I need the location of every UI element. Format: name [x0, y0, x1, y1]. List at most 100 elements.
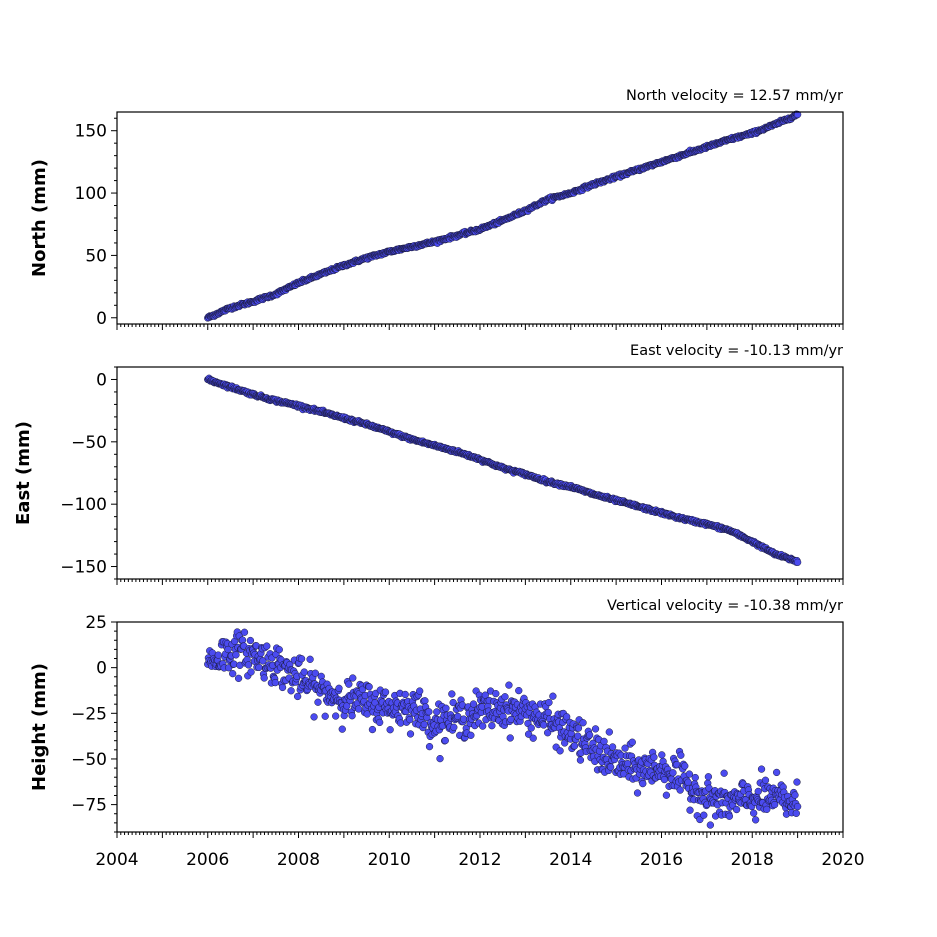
height-data-point: [278, 683, 287, 692]
height-data-point: [545, 698, 553, 707]
height-data-point: [240, 628, 249, 636]
x-tick-label: 2004: [95, 850, 138, 870]
height-data-point: [621, 744, 629, 752]
x-tick-label: 2008: [277, 850, 320, 870]
height-data-point: [579, 719, 587, 727]
height-data-point: [639, 779, 647, 788]
height-data-point: [260, 674, 268, 682]
north-panel-title: North velocity = 12.57 mm/yr: [626, 88, 843, 104]
height-data-point: [343, 702, 351, 710]
height-data-point: [287, 687, 295, 695]
height-data-point: [527, 724, 535, 732]
east-y-tick-label: −100: [60, 495, 107, 515]
height-data-point: [549, 692, 557, 700]
north-ticks: 0 50 100 150: [75, 117, 844, 330]
height-data-point: [306, 655, 314, 663]
height-data-point: [725, 812, 734, 820]
height-y-tick-label: −50: [71, 750, 107, 770]
east-points: [204, 374, 802, 566]
height-data-point: [763, 805, 771, 813]
height-data-point: [348, 712, 356, 720]
height-data-point: [608, 743, 617, 751]
height-data-point: [238, 636, 247, 644]
height-data-point: [540, 721, 548, 729]
height-data-point: [543, 729, 552, 737]
height-data-point: [524, 730, 533, 738]
height-data-point: [585, 731, 594, 739]
height-panel-title: Vertical velocity = -10.38 mm/yr: [607, 598, 843, 614]
height-data-point: [448, 690, 456, 698]
height-data-point: [720, 769, 728, 777]
east-y-tick-label: 0: [96, 370, 107, 390]
east-panel: East velocity = -10.13 mm/yr East (mm) 0…: [13, 343, 844, 585]
height-data-point: [271, 678, 279, 687]
height-data-point: [425, 708, 433, 716]
height-data-point: [332, 712, 340, 720]
height-data-point: [441, 736, 449, 745]
height-data-point: [529, 734, 537, 742]
height-y-tick-label: −25: [71, 704, 107, 724]
east-y-axis-label: East (mm): [13, 421, 34, 525]
height-data-point: [793, 802, 802, 811]
height-data-point: [650, 753, 658, 761]
height-data-point: [751, 816, 760, 824]
height-data-point: [368, 725, 377, 734]
height-data-point: [576, 756, 585, 764]
x-tick-label: 2018: [731, 850, 774, 870]
east-ticks: 0 −50 −100 −150: [60, 366, 844, 585]
height-data-point: [406, 715, 414, 724]
height-data-point: [479, 722, 487, 730]
height-data-point: [757, 765, 766, 773]
north-points: [204, 110, 802, 322]
height-data-point: [232, 651, 240, 659]
height-data-point: [505, 681, 513, 689]
height-y-tick-label: 25: [85, 613, 107, 633]
height-data-point: [469, 700, 478, 708]
height-panel: Vertical velocity = -10.38 mm/yr Height …: [29, 598, 865, 870]
height-data-point: [247, 668, 255, 676]
height-data-point: [450, 723, 458, 731]
height-data-point: [506, 734, 514, 742]
height-data-point: [300, 668, 308, 676]
east-data-point: [793, 558, 802, 566]
height-data-point: [662, 791, 671, 799]
height-data-point: [772, 768, 781, 777]
height-data-point: [791, 791, 799, 799]
north-y-tick-label: 100: [75, 184, 107, 204]
x-tick-label: 2014: [549, 850, 592, 870]
height-data-point: [234, 674, 243, 682]
height-data-point: [311, 669, 320, 677]
height-y-axis-label: Height (mm): [29, 663, 50, 791]
height-data-point: [386, 726, 394, 734]
height-data-point: [246, 636, 255, 645]
height-data-point: [401, 690, 409, 699]
height-data-point: [433, 708, 441, 716]
height-data-point: [600, 737, 608, 746]
height-data-point: [416, 687, 424, 695]
height-data-point: [792, 809, 800, 817]
height-data-point: [259, 657, 267, 665]
height-data-point: [492, 689, 500, 698]
height-data-point: [570, 742, 579, 750]
height-data-point: [255, 663, 263, 672]
north-y-axis-label: North (mm): [29, 159, 50, 277]
height-data-point: [685, 770, 694, 778]
height-data-point: [314, 698, 322, 706]
height-data-point: [605, 728, 613, 736]
height-data-point: [376, 718, 384, 727]
height-data-point: [275, 646, 283, 654]
height-data-point: [633, 789, 642, 797]
height-data-point: [677, 751, 685, 759]
height-data-point: [574, 732, 582, 740]
height-points: [204, 628, 802, 829]
east-y-tick-label: −150: [60, 558, 107, 578]
height-data-point: [501, 693, 509, 701]
height-data-point: [544, 708, 552, 717]
height-data-point: [436, 754, 444, 763]
height-data-point: [244, 661, 253, 669]
x-tick-label: 2016: [640, 850, 683, 870]
east-y-tick-label: −50: [71, 433, 107, 453]
height-data-point: [691, 773, 699, 782]
height-data-point: [224, 645, 232, 654]
